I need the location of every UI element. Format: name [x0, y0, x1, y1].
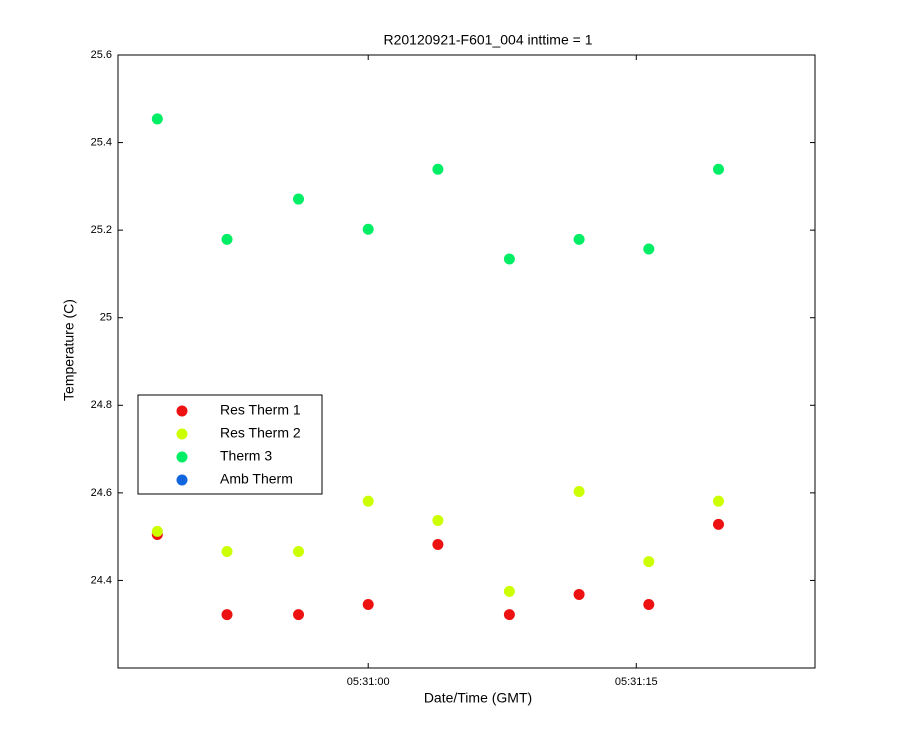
point — [221, 233, 233, 245]
y-tick-label: 24.4 — [91, 574, 112, 586]
y-tick-label: 25.2 — [91, 224, 112, 236]
point — [573, 233, 585, 245]
legend-box — [137, 394, 323, 495]
legend-label: Amb Therm — [220, 471, 293, 487]
point — [643, 599, 655, 611]
point — [432, 163, 444, 175]
legend-label: Res Therm 1 — [220, 402, 301, 418]
point — [573, 486, 585, 498]
point — [221, 609, 233, 621]
x-tick-label: 05:31:00 — [347, 676, 390, 688]
point — [503, 609, 515, 621]
point — [151, 113, 163, 125]
point — [643, 556, 655, 568]
y-tick-label: 24.6 — [91, 487, 112, 499]
y-tick-label: 25.4 — [91, 136, 112, 148]
point — [573, 588, 585, 600]
point — [503, 253, 515, 265]
point — [712, 495, 724, 507]
y-axis-label: Temperature (C) — [61, 299, 77, 401]
legend-label: Therm 3 — [220, 448, 272, 464]
legend-marker — [176, 428, 188, 440]
y-tick-label: 25 — [100, 312, 112, 324]
point — [712, 163, 724, 175]
point — [221, 546, 233, 558]
point — [293, 193, 305, 205]
point — [503, 585, 515, 597]
point — [643, 243, 655, 255]
y-tick-label: 24.8 — [91, 399, 112, 411]
legend-marker — [176, 451, 188, 463]
legend-label: Res Therm 2 — [220, 425, 301, 441]
point — [432, 514, 444, 526]
point — [712, 518, 724, 530]
point — [362, 495, 374, 507]
point — [362, 223, 374, 235]
x-axis-label: Date/Time (GMT) — [424, 690, 532, 706]
point — [362, 599, 374, 611]
point — [151, 525, 163, 537]
point — [293, 546, 305, 558]
x-tick-label: 05:31:15 — [615, 676, 658, 688]
point — [293, 609, 305, 621]
legend-marker — [176, 474, 188, 486]
legend-marker — [176, 405, 188, 417]
chart-title: R20120921-F601_004 inttime = 1 — [384, 32, 593, 48]
y-tick-label: 25.6 — [91, 49, 112, 61]
point — [432, 539, 444, 551]
plot-area — [117, 54, 816, 669]
